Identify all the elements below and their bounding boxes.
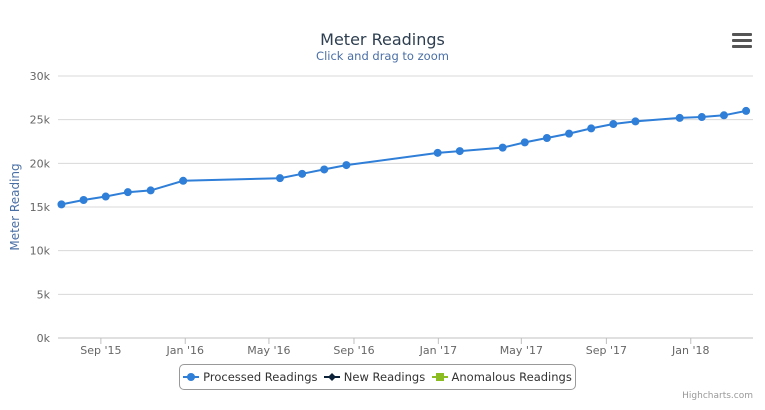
data-point (498, 143, 507, 152)
data-point (298, 169, 307, 178)
legend-item-new[interactable]: New Readings (323, 370, 426, 384)
x-tick-label: May '16 (247, 344, 290, 357)
data-point (675, 113, 684, 122)
legend-label: Anomalous Readings (451, 370, 572, 384)
legend-label: New Readings (343, 370, 426, 384)
data-point (565, 129, 574, 138)
data-point (542, 134, 551, 143)
data-point (520, 138, 529, 147)
y-tick-label: 30k (30, 70, 51, 83)
square-marker-icon (431, 373, 448, 381)
y-axis-title: Meter Reading (8, 163, 22, 250)
data-point (631, 117, 640, 126)
chart-subtitle: Click and drag to zoom (316, 49, 449, 63)
hamburger-menu-icon[interactable] (732, 33, 752, 49)
y-tick-label: 10k (30, 245, 51, 258)
data-point (342, 161, 351, 170)
data-point (79, 196, 88, 205)
y-tick-label: 0k (37, 332, 51, 345)
diamond-marker-icon (323, 373, 340, 381)
legend-item-processed[interactable]: Processed Readings (183, 370, 317, 384)
x-tick-label: Sep '15 (80, 344, 121, 357)
x-tick-label: Jan '17 (419, 344, 457, 357)
legend-item-anomalous[interactable]: Anomalous Readings (431, 370, 572, 384)
data-point (609, 120, 618, 129)
data-point (719, 111, 728, 120)
credits-link[interactable]: Highcharts.com (682, 391, 753, 401)
data-point (57, 200, 66, 209)
y-tick-label: 15k (30, 201, 51, 214)
x-tick-label: Sep '16 (333, 344, 374, 357)
series-line (61, 109, 747, 206)
data-point (146, 186, 155, 195)
x-tick-label: Jan '18 (671, 344, 709, 357)
x-tick-label: Jan '16 (166, 344, 204, 357)
data-point (179, 176, 188, 185)
data-point (697, 113, 706, 122)
y-tick-label: 25k (30, 114, 51, 127)
y-tick-label: 5k (37, 288, 51, 301)
legend: Processed Readings New Readings Anomalou… (179, 364, 576, 390)
data-point (320, 165, 329, 174)
data-point (275, 174, 284, 183)
data-point (742, 106, 751, 115)
chart-title: Meter Readings (320, 30, 445, 49)
data-point (587, 124, 596, 133)
x-tick-label: May '17 (500, 344, 543, 357)
data-point (433, 148, 442, 157)
data-point (101, 192, 110, 201)
x-tick-label: Sep '17 (586, 344, 627, 357)
y-tick-label: 20k (30, 157, 51, 170)
data-point (455, 147, 464, 156)
legend-label: Processed Readings (203, 370, 318, 384)
circle-marker-icon (183, 373, 200, 381)
data-point (123, 188, 132, 197)
